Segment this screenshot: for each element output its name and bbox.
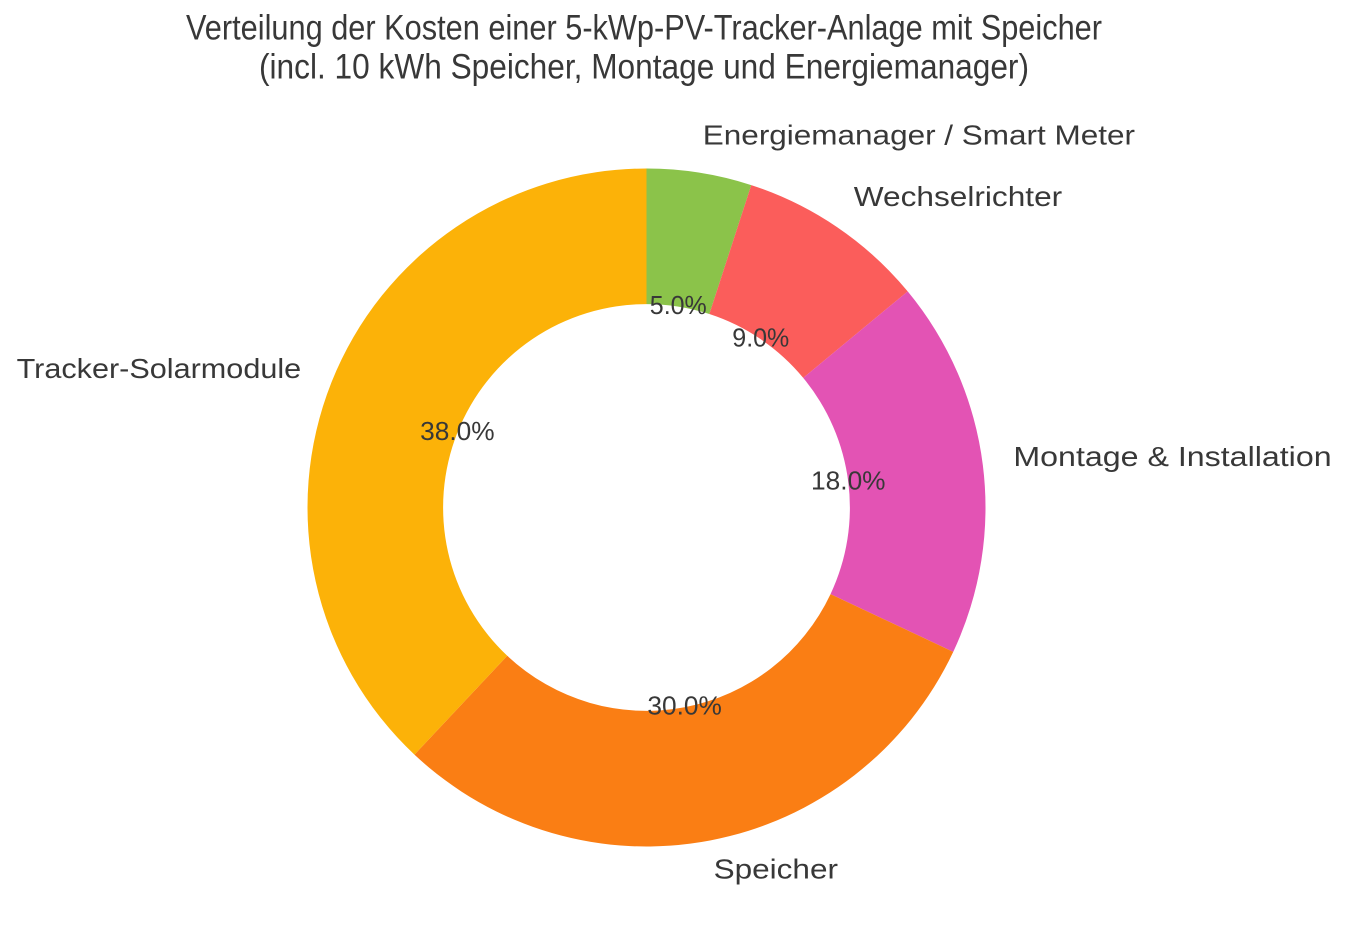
svg-text:9.0%: 9.0% (732, 325, 789, 353)
svg-text:18.0%: 18.0% (811, 467, 886, 495)
svg-text:5.0%: 5.0% (650, 292, 707, 320)
svg-text:Speicher: Speicher (714, 854, 838, 885)
svg-text:(incl. 10 kWh Speicher, Montag: (incl. 10 kWh Speicher, Montage und Ener… (259, 47, 1029, 87)
svg-text:Tracker-Solarmodule: Tracker-Solarmodule (17, 353, 302, 384)
svg-text:38.0%: 38.0% (420, 418, 495, 446)
svg-text:Montage & Installation: Montage & Installation (1013, 441, 1331, 472)
svg-text:30.0%: 30.0% (647, 693, 722, 721)
svg-text:Energiemanager / Smart Meter: Energiemanager / Smart Meter (703, 119, 1135, 150)
svg-text:Verteilung der Kosten einer 5-: Verteilung der Kosten einer 5-kWp-PV-Tra… (186, 8, 1102, 48)
svg-text:Wechselrichter: Wechselrichter (854, 181, 1062, 212)
